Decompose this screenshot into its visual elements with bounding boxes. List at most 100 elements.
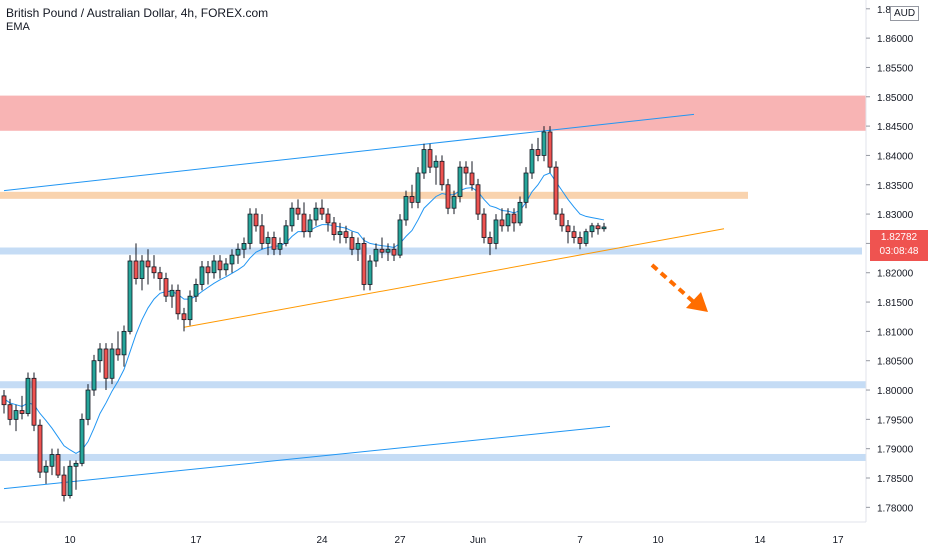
- candle-body: [355, 243, 361, 250]
- candle: [157, 266, 163, 291]
- trendlines-layer: [3, 113, 725, 490]
- price-tick-label: 1.84500: [877, 122, 914, 133]
- candle: [445, 178, 451, 215]
- candle-body: [115, 348, 121, 356]
- candle-body: [19, 410, 25, 414]
- candle-body: [193, 284, 199, 297]
- candle: [487, 231, 493, 256]
- candle-body: [331, 222, 337, 236]
- last-price-tag: 1.82782 03:08:48: [870, 230, 928, 261]
- candle-body: [535, 149, 541, 156]
- candle-body: [409, 196, 415, 203]
- candle-body: [211, 260, 217, 274]
- candle-body: [571, 231, 577, 238]
- candle: [223, 258, 229, 276]
- candle: [85, 384, 91, 426]
- candle-body: [595, 225, 601, 230]
- candle: [97, 343, 103, 373]
- time-tick-label: 24: [316, 535, 328, 546]
- candle-body: [7, 404, 13, 420]
- candle: [517, 196, 523, 226]
- last-price: 1.82782: [880, 232, 918, 243]
- candle: [175, 284, 181, 320]
- candle: [439, 155, 445, 191]
- candle: [367, 255, 373, 291]
- candle-body: [505, 213, 511, 227]
- candle: [151, 255, 157, 279]
- candle: [247, 208, 253, 250]
- candle-body: [565, 225, 571, 233]
- candle-body: [397, 219, 403, 256]
- price-tick-label: 1.78500: [877, 474, 914, 485]
- candle-body: [529, 149, 535, 174]
- candle: [253, 208, 259, 232]
- candle: [115, 331, 121, 361]
- price-tick-label: 1.81000: [877, 327, 914, 338]
- candle-body: [601, 226, 607, 230]
- candle: [421, 143, 427, 179]
- candle-body: [523, 172, 529, 203]
- indicator-label[interactable]: EMA: [6, 21, 30, 33]
- candle: [79, 413, 85, 467]
- candle-body: [205, 266, 211, 274]
- candle: [595, 222, 601, 235]
- candle: [469, 161, 475, 191]
- candle: [61, 466, 67, 502]
- candle: [211, 255, 217, 279]
- candle: [499, 208, 505, 232]
- candle-body: [475, 184, 481, 215]
- candle-body: [469, 172, 475, 186]
- candle-body: [487, 237, 493, 244]
- price-tick-label: 1.78000: [877, 503, 914, 514]
- candle-body: [247, 213, 253, 244]
- candle: [25, 372, 31, 417]
- price-tick-label: 1.80500: [877, 357, 914, 368]
- price-tick-label: 1.85500: [877, 63, 914, 74]
- candle-body: [403, 196, 409, 221]
- candle: [91, 354, 97, 396]
- candle: [583, 228, 589, 247]
- candle-body: [439, 160, 445, 186]
- candle-body: [265, 237, 271, 244]
- candle-body: [577, 237, 583, 244]
- candle: [355, 237, 361, 261]
- candle: [121, 325, 127, 367]
- candle: [139, 255, 145, 291]
- candle-body: [37, 424, 43, 473]
- candle-body: [145, 260, 151, 268]
- time-tick-label: 17: [190, 535, 202, 546]
- candle-body: [517, 201, 523, 224]
- candle: [547, 126, 553, 174]
- candle: [19, 395, 25, 420]
- arrow-shaft: [650, 263, 698, 306]
- candle-body: [433, 160, 439, 168]
- candle: [73, 460, 79, 490]
- candle: [271, 231, 277, 256]
- candle: [403, 190, 409, 226]
- candle: [409, 184, 415, 209]
- candle-body: [313, 207, 319, 221]
- candle: [283, 219, 289, 247]
- candle-body: [43, 465, 49, 473]
- candle: [259, 214, 265, 250]
- candle-body: [319, 207, 325, 215]
- candle: [397, 214, 403, 259]
- candle: [277, 237, 283, 256]
- candle: [235, 243, 241, 264]
- candle: [589, 222, 595, 238]
- candle: [571, 225, 577, 244]
- candle: [217, 255, 223, 279]
- candle: [133, 243, 139, 285]
- candle: [559, 208, 565, 232]
- currency-label[interactable]: AUD: [890, 6, 920, 21]
- candle: [325, 208, 331, 232]
- time-axis[interactable]: 10 17 24 27 Jun 7 10 14 17: [64, 535, 844, 546]
- candle-body: [97, 348, 103, 362]
- price-tick-label: 1.84000: [877, 151, 914, 162]
- candle: [577, 231, 583, 250]
- candle: [145, 249, 151, 285]
- candle: [427, 143, 433, 174]
- time-tick-label: 10: [64, 535, 76, 546]
- price-tick-label: 1.86000: [877, 34, 914, 45]
